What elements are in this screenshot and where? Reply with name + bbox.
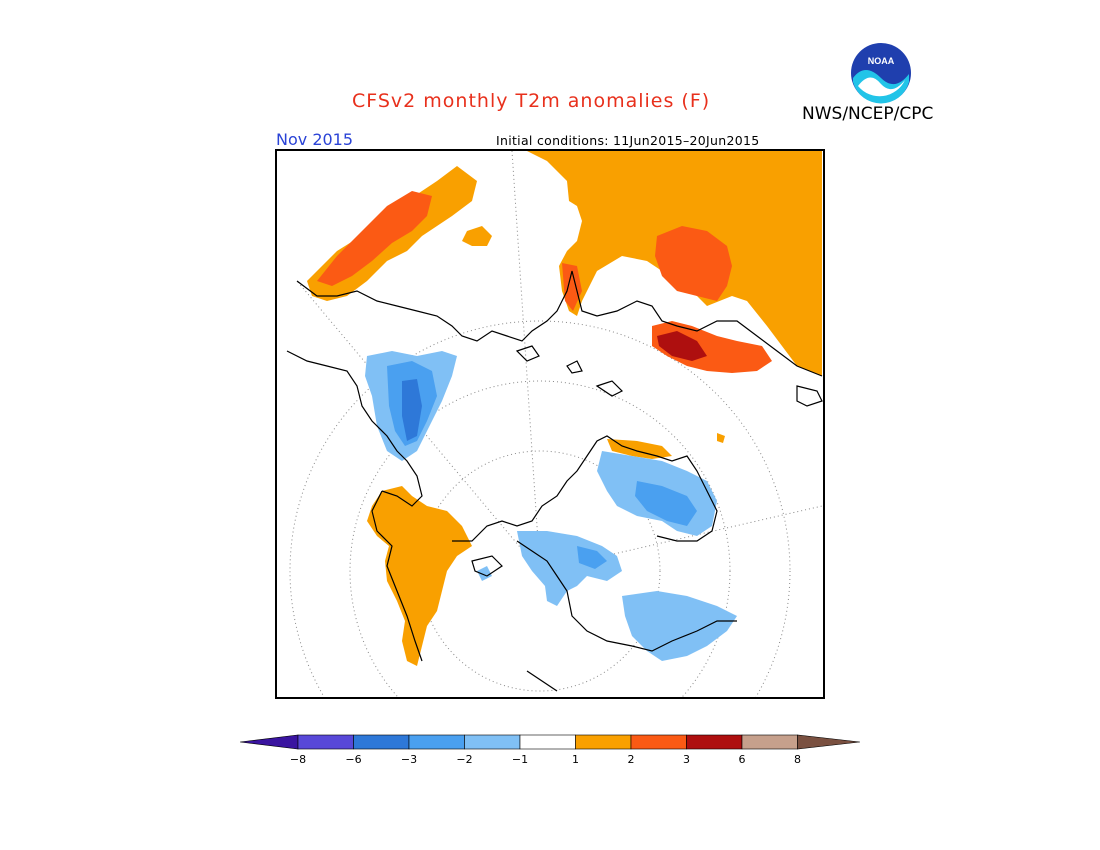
legend-tick-label: −8 xyxy=(290,753,306,766)
coastlines xyxy=(286,270,823,692)
legend-box xyxy=(686,734,743,750)
initial-conditions: Initial conditions: 11Jun2015–20Jun2015 xyxy=(496,133,760,148)
logo-text: NOAA xyxy=(868,56,895,66)
map-canvas xyxy=(286,151,823,697)
agency-label: NWS/NCEP/CPC xyxy=(802,104,934,124)
forecast-month: Nov 2015 xyxy=(276,130,354,149)
color-legend: −8 −6 −3 −2 −1 1 2 3 6 8 xyxy=(240,734,860,766)
map-title: CFSv2 monthly T2m anomalies (F) xyxy=(352,90,711,112)
legend-box xyxy=(464,734,521,750)
noaa-logo: NOAA xyxy=(851,43,911,104)
legend-box xyxy=(575,734,632,750)
legend-tick-label: 3 xyxy=(683,753,690,766)
legend-arrow-left xyxy=(240,734,299,750)
polar-map xyxy=(275,149,825,699)
legend-box xyxy=(630,734,687,750)
legend-box xyxy=(297,734,354,750)
legend-tick-label: −1 xyxy=(512,753,528,766)
legend-boxes xyxy=(240,734,860,750)
anomaly-warm-3 xyxy=(657,331,707,361)
legend-tick-label: 6 xyxy=(739,753,746,766)
legend-box xyxy=(741,734,798,750)
legend-tick-label: −6 xyxy=(345,753,361,766)
legend-tick-label: 8 xyxy=(794,753,801,766)
anomaly-cold-3 xyxy=(402,379,422,441)
legend-ticks: −8 −6 −3 −2 −1 1 2 3 6 8 xyxy=(290,753,801,766)
legend-box xyxy=(519,734,576,750)
legend-arrow-right xyxy=(797,734,860,750)
legend-tick-label: −2 xyxy=(456,753,472,766)
legend-tick-label: 2 xyxy=(628,753,635,766)
legend-box xyxy=(353,734,410,750)
legend-tick-label: −3 xyxy=(401,753,417,766)
legend-tick-label: 1 xyxy=(572,753,579,766)
legend-box xyxy=(408,734,465,750)
